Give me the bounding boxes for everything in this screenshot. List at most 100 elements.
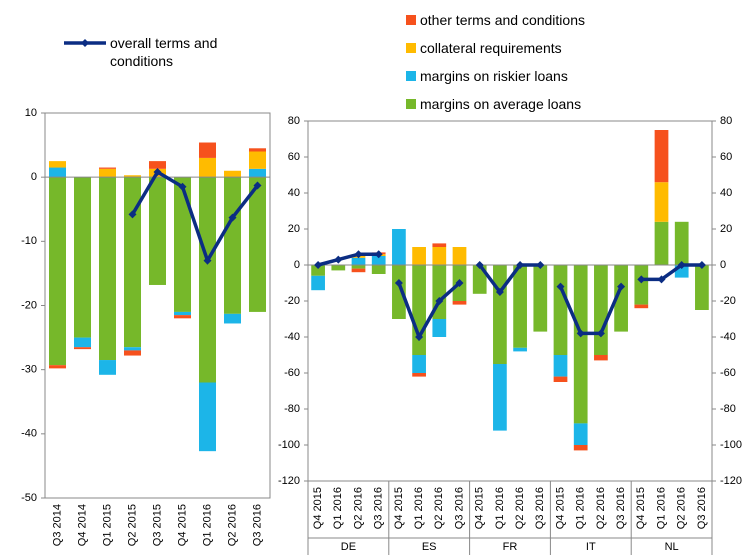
group-label: ES [422, 541, 437, 553]
x-tick-label: Q2 2016 [226, 504, 238, 546]
y-tick-label: 20 [288, 223, 300, 235]
line-marker [455, 279, 464, 287]
group-label: IT [586, 541, 596, 553]
legend-label: other terms and conditions [420, 12, 585, 28]
bar-segment [412, 247, 426, 265]
y2-tick-label: 80 [720, 115, 732, 127]
bar-segment [594, 265, 608, 355]
bar-segment [634, 304, 649, 309]
x-tick-label: Q1 2016 [494, 487, 506, 529]
bar-segment [573, 265, 588, 424]
x-tick-label: Q2 2016 [352, 487, 364, 529]
x-tick-label: Q3 2016 [696, 487, 708, 529]
y-tick-label: -20 [284, 295, 300, 307]
line-marker [394, 279, 403, 287]
bar-segment [149, 177, 166, 285]
y-tick-label: -120 [278, 475, 300, 487]
y-tick-label: 40 [288, 187, 300, 199]
bar-segment [199, 142, 216, 158]
line-marker [677, 261, 686, 269]
line-marker [374, 250, 383, 259]
y2-tick-label: -60 [720, 367, 736, 379]
x-tick-label: Q2 2016 [676, 487, 688, 529]
bar-segment [311, 265, 325, 276]
bar-segment [533, 265, 548, 332]
bar-segment [99, 177, 116, 361]
x-tick-label: Q1 2016 [332, 487, 344, 529]
line-marker [435, 297, 444, 305]
line-marker [576, 329, 585, 338]
bar-segment [174, 315, 191, 319]
legend-marker [81, 39, 89, 47]
bar-segment [74, 337, 91, 348]
line [478, 263, 541, 295]
bar-segment [311, 275, 325, 291]
bar-segment [99, 360, 116, 375]
legend-swatch [406, 99, 416, 109]
bar-segment [412, 265, 426, 355]
legend-swatch [406, 71, 416, 81]
bar-segment [351, 265, 366, 269]
line-marker [228, 213, 237, 222]
y2-tick-label: 0 [720, 259, 726, 271]
x-tick-label: Q4 2015 [393, 487, 405, 529]
bar-segment [553, 376, 568, 382]
x-tick-label: Q1 2015 [101, 504, 113, 546]
bar-segment [224, 313, 241, 324]
bar-segment [594, 355, 608, 361]
x-tick-label: Q2 2016 [433, 487, 445, 529]
bar-segment [124, 177, 141, 348]
line [130, 169, 259, 265]
bar-segment [199, 382, 216, 452]
y2-tick-label: -40 [720, 331, 736, 343]
line-marker [203, 256, 212, 265]
line-marker [475, 261, 484, 269]
x-tick-label: Q4 2015 [635, 487, 647, 529]
y2-tick-label: 60 [720, 151, 732, 163]
y-tick-label: -80 [284, 403, 300, 415]
bar-segment [99, 168, 116, 178]
bar-segment [412, 355, 426, 373]
bar-segment [573, 445, 588, 451]
bar-segment [124, 347, 141, 351]
x-tick-label: Q4 2015 [474, 487, 486, 529]
bar-segment [654, 182, 669, 222]
bar-segment [614, 265, 628, 332]
bar-segment [149, 161, 166, 169]
line-marker [495, 288, 504, 296]
x-tick-label: Q1 2016 [201, 504, 213, 546]
line-marker [178, 182, 187, 191]
bar-segment [174, 311, 191, 316]
line-marker [128, 210, 137, 219]
bar-segment [249, 168, 266, 178]
bar-segment [124, 175, 141, 178]
group-label: FR [503, 541, 518, 553]
line-marker [516, 261, 525, 269]
y-tick-label: -40 [284, 331, 300, 343]
y-tick-label: -20 [21, 299, 37, 311]
bar-segment [74, 177, 91, 338]
line [641, 263, 702, 282]
x-tick-label: Q3 2016 [534, 487, 546, 529]
x-tick-label: Q3 2016 [251, 504, 263, 546]
line-marker [596, 329, 605, 338]
bar-segment [412, 373, 426, 377]
x-tick-label: Q3 2016 [453, 487, 465, 529]
line-marker [314, 261, 323, 269]
y2-tick-label: -100 [720, 439, 742, 451]
bar-segment [249, 151, 266, 169]
bar-segment [174, 177, 191, 312]
legend-label: collateral requirements [420, 40, 562, 56]
y-tick-label: 10 [25, 107, 37, 119]
x-tick-label: Q4 2014 [76, 504, 88, 546]
x-tick-label: Q3 2016 [373, 487, 385, 529]
bar-segment [124, 350, 141, 356]
y-tick-label: 60 [288, 151, 300, 163]
bar-segment [493, 265, 507, 364]
bar-segment [452, 301, 467, 305]
group-label: NL [665, 541, 679, 553]
line-marker [637, 275, 646, 284]
bar-segment [392, 229, 406, 265]
bar-segment [224, 177, 241, 314]
x-tick-label: Q3 2016 [615, 487, 627, 529]
